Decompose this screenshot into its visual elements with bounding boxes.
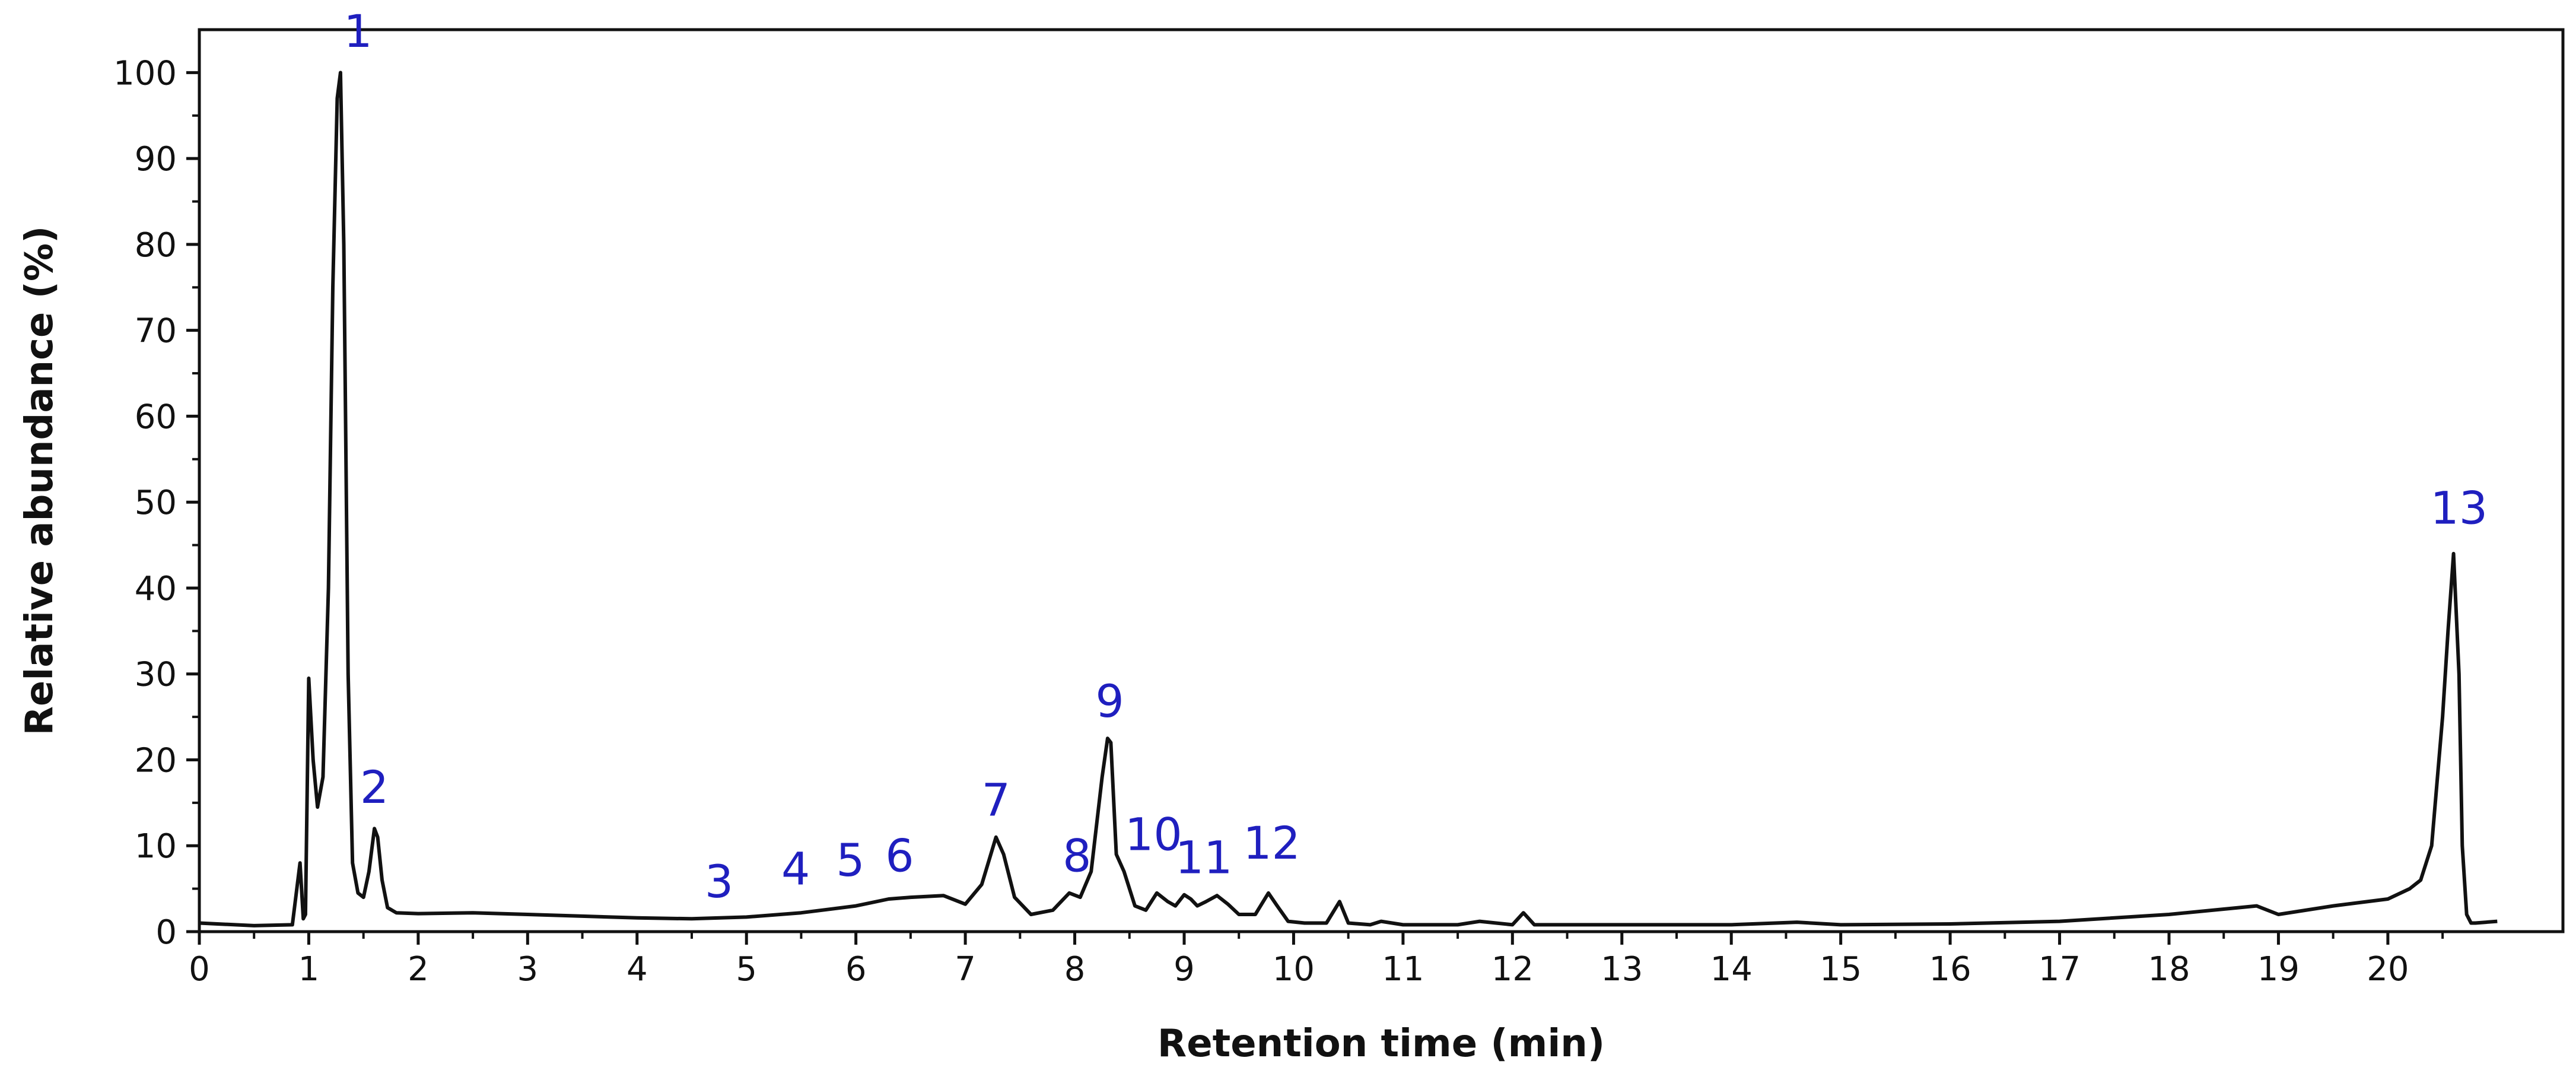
x-tick-label: 1 <box>298 950 320 989</box>
x-minor-ticks <box>253 932 2444 939</box>
chromatogram-trace <box>199 71 2498 927</box>
y-tick-label: 60 <box>135 398 177 436</box>
x-tick-label: 15 <box>1820 950 1862 989</box>
x-axis-label: Retention time (min) <box>1157 1022 1605 1066</box>
peak-label-9: 9 <box>1095 675 1124 728</box>
x-tick-label: 18 <box>2148 950 2190 989</box>
x-tick-label: 17 <box>2038 950 2081 989</box>
x-tick-label: 9 <box>1173 950 1195 989</box>
y-tick-label: 80 <box>135 226 177 265</box>
x-tick-label: 2 <box>408 950 429 989</box>
x-tick-label: 16 <box>1929 950 1971 989</box>
x-tick-label: 4 <box>626 950 648 989</box>
peak-label-6: 6 <box>885 830 914 882</box>
peak-label-5: 5 <box>836 834 864 887</box>
y-tick-label: 100 <box>113 54 177 93</box>
y-tick-label: 90 <box>135 140 177 179</box>
x-tick-label: 13 <box>1601 950 1643 989</box>
y-minor-ticks <box>192 114 199 890</box>
x-axis-ticks: 0 1 2 3 4 5 6 7 8 9 10 11 12 13 14 15 16 17 18 19 20 <box>189 932 2409 989</box>
peak-label-13: 13 <box>2430 481 2488 534</box>
peak-label-10: 10 <box>1125 808 1182 860</box>
y-axis-ticks: 0 10 20 30 40 50 60 70 80 90 100 <box>113 54 199 952</box>
plot-frame <box>198 28 2565 933</box>
y-tick-label: 30 <box>135 656 177 694</box>
peak-label-11: 11 <box>1175 831 1233 884</box>
peak-label-4: 4 <box>781 842 810 895</box>
x-tick-label: 14 <box>1710 950 1753 989</box>
x-tick-label: 11 <box>1382 950 1424 989</box>
x-tick-label: 6 <box>845 950 867 989</box>
x-tick-label: 12 <box>1491 950 1534 989</box>
x-tick-label: 8 <box>1064 950 1086 989</box>
x-tick-label: 7 <box>955 950 976 989</box>
x-tick-label: 3 <box>517 950 539 989</box>
peak-label-8: 8 <box>1063 830 1091 882</box>
y-tick-label: 0 <box>155 913 177 952</box>
y-tick-label: 20 <box>135 741 177 780</box>
y-tick-label: 50 <box>135 484 177 522</box>
y-axis-label: Relative abundance (%) <box>18 226 62 736</box>
peak-label-3: 3 <box>705 855 733 908</box>
y-tick-label: 40 <box>135 570 177 608</box>
x-tick-label: 10 <box>1273 950 1315 989</box>
x-tick-label: 0 <box>189 950 210 989</box>
x-tick-label: 20 <box>2367 950 2409 989</box>
peak-label-7: 7 <box>982 774 1010 827</box>
peak-label-12: 12 <box>1243 817 1300 869</box>
x-tick-label: 5 <box>736 950 757 989</box>
y-tick-label: 70 <box>135 312 177 351</box>
peak-label-1: 1 <box>344 5 372 58</box>
peak-label-2: 2 <box>360 761 389 814</box>
x-tick-label: 19 <box>2257 950 2300 989</box>
y-tick-label: 10 <box>135 827 177 866</box>
